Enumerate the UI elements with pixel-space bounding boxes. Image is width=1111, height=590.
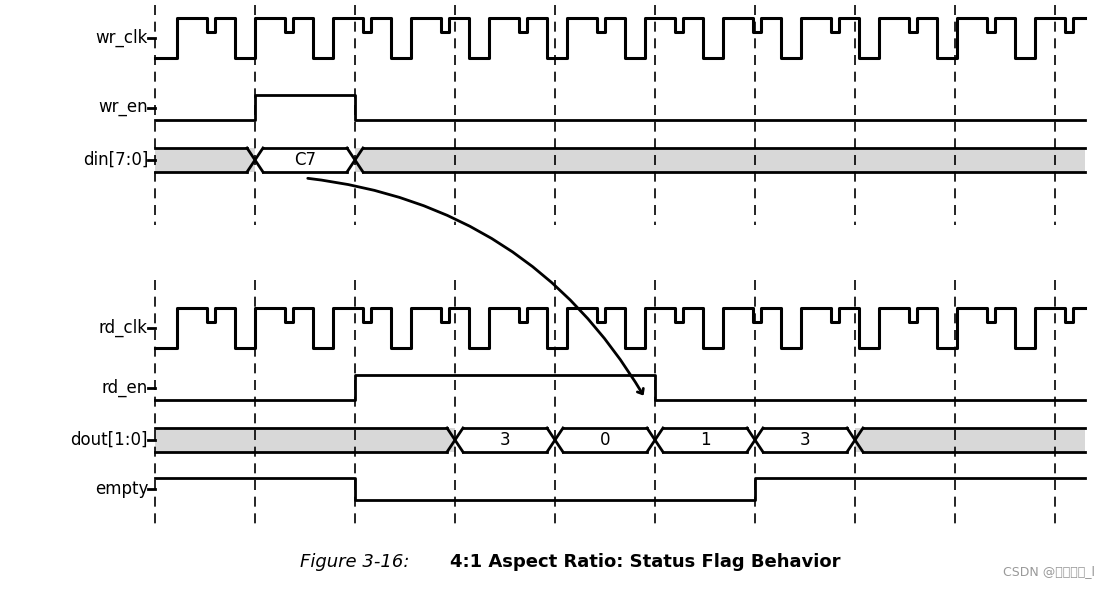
Text: dout[1:0]: dout[1:0] bbox=[70, 431, 148, 449]
Bar bbox=[556, 428, 655, 452]
Text: 3: 3 bbox=[500, 431, 510, 449]
Text: 1: 1 bbox=[700, 431, 710, 449]
Bar bbox=[256, 148, 356, 172]
Text: rd_clk: rd_clk bbox=[99, 319, 148, 337]
Text: Figure 3-16:: Figure 3-16: bbox=[300, 553, 410, 571]
Bar bbox=[356, 148, 1085, 172]
Text: rd_en: rd_en bbox=[102, 378, 148, 396]
Text: 4:1 Aspect Ratio: Status Flag Behavior: 4:1 Aspect Ratio: Status Flag Behavior bbox=[450, 553, 841, 571]
Text: wr_en: wr_en bbox=[99, 99, 148, 116]
Bar bbox=[156, 148, 256, 172]
Bar bbox=[655, 428, 755, 452]
Text: empty: empty bbox=[94, 480, 148, 498]
Text: wr_clk: wr_clk bbox=[96, 29, 148, 47]
Text: din[7:0]: din[7:0] bbox=[82, 151, 148, 169]
Bar bbox=[156, 428, 456, 452]
Text: C7: C7 bbox=[294, 151, 316, 169]
Text: CSDN @鸣呵嘌呵_l: CSDN @鸣呵嘌呵_l bbox=[1003, 565, 1095, 578]
Bar bbox=[456, 428, 556, 452]
Text: 3: 3 bbox=[800, 431, 810, 449]
Text: 0: 0 bbox=[600, 431, 610, 449]
Bar bbox=[755, 428, 855, 452]
Bar bbox=[855, 428, 1085, 452]
